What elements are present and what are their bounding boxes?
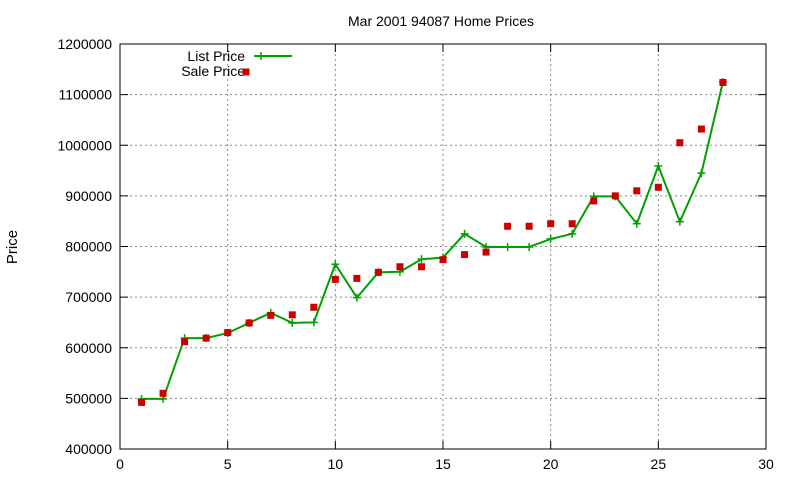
sale-price-point [590,197,598,205]
y-tick-label: 1000000 [57,137,112,153]
plot-frame [119,43,767,450]
list-price-point [352,293,361,302]
list-price-point [309,318,318,327]
sale-price-point [568,220,576,228]
x-tick-label: 30 [758,456,774,472]
x-tick-label: 20 [543,456,559,472]
chart-title: Mar 2001 94087 Home Prices [348,13,534,29]
sale-price-point [482,248,490,256]
list-price-point [525,243,534,252]
sale-price-point [633,187,641,195]
sale-price-point [439,256,447,264]
sale-price-point [353,274,361,282]
sale-price-point [202,334,210,342]
sale-price-point [331,275,339,283]
x-tick-label: 25 [651,456,667,472]
y-tick-label: 1100000 [59,87,113,103]
y-tick-label: 700000 [65,289,112,305]
y-tick-label: 400000 [65,441,112,457]
axes: 400000 500000 600000 700000 800000 900000 1000… [57,36,774,472]
list-price-point [288,318,297,327]
sale-price-point [224,329,232,337]
legend-sale-price-marker [242,68,250,76]
grid [120,44,766,449]
sale-price-point [245,319,253,327]
list-price-point [675,217,684,226]
legend-label-sale-price: Sale Price [181,63,245,79]
legend-list-price-marker [257,52,265,60]
list-price-line [141,81,724,400]
y-axis-label: Price [4,230,21,264]
sale-price-point [138,398,146,406]
y-tick-label: 900000 [65,188,112,204]
sale-price-point [181,338,189,346]
sale-price-point [159,389,167,397]
y-tick-label: 500000 [65,390,112,406]
sale-price-point [611,192,619,200]
list-price-point [546,234,555,243]
sale-price-point [719,78,727,86]
sale-price-point [547,220,555,228]
sale-price-point [525,222,533,230]
legend: List Price Sale Price [181,48,292,79]
list-price-point [503,243,512,252]
sale-price-point [654,183,662,191]
y-tick-label: 1200000 [57,36,112,52]
sale-price-point [310,303,318,311]
sale-price-point [676,139,684,147]
list-price-point [417,255,426,264]
list-price-point [632,219,641,228]
sale-price-point [504,222,512,230]
x-tick-label: 10 [328,456,344,472]
list-price-point [697,169,706,178]
sale-price-point [461,251,469,259]
sale-price-point [288,311,296,319]
y-tick-label: 800000 [65,239,112,255]
list-price-point [568,229,577,238]
legend-label-list-price: List Price [187,48,245,64]
sale-price-point [267,311,275,319]
x-tick-label: 0 [116,456,124,472]
sale-price-point [417,263,425,271]
list-price-point [654,162,663,171]
x-tick-label: 5 [224,456,232,472]
x-tick-label: 15 [435,456,451,472]
y-tick-label: 600000 [65,340,112,356]
list-price-point [331,260,340,269]
sale-price-point [697,125,705,133]
series [137,77,727,406]
sale-price-point [374,268,382,276]
sale-price-point [396,263,404,271]
list-price-point [460,229,469,238]
